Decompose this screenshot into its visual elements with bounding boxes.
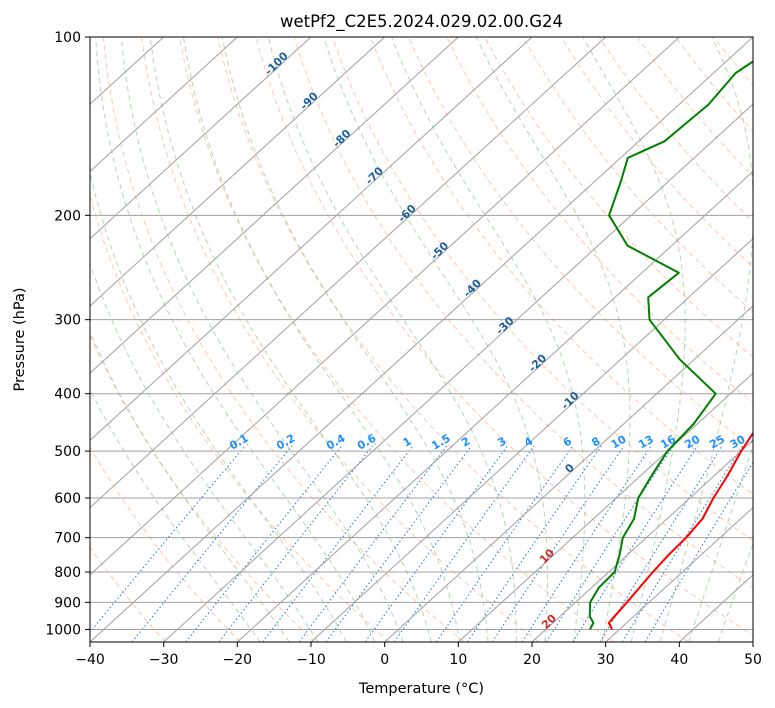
mixing-ratio-line (572, 445, 699, 642)
mixing-ratio-line (185, 445, 343, 642)
skewed-isotherms (90, 37, 753, 642)
isotherm-line (90, 37, 238, 173)
isotherm-line (90, 37, 680, 576)
x-tick-label: 50 (744, 652, 762, 668)
dry-adiabat (446, 37, 753, 404)
moist-adiabat (183, 37, 461, 642)
x-tick-label: −30 (149, 652, 179, 668)
dry-adiabat (90, 446, 241, 642)
dry-adiabat (369, 37, 753, 495)
x-tick-label: 20 (523, 652, 541, 668)
mixing-ratio-line (364, 445, 508, 642)
isotherm-line (236, 170, 753, 642)
dry-adiabat (255, 37, 753, 637)
moist-adiabat (90, 170, 347, 642)
y-tick-label: 800 (54, 565, 81, 581)
mixing-ratio-line (467, 445, 602, 642)
isotherm-line (90, 37, 386, 307)
isotherm-line (605, 506, 753, 642)
dry-adiabat (141, 37, 540, 642)
chart-title: wetPf2_C2E5.2024.029.02.00.G24 (280, 12, 563, 32)
mixing-ratio-line (491, 445, 625, 642)
mixing-ratio-line (644, 461, 753, 642)
x-tick-label: −40 (75, 652, 105, 668)
dewpoint-profile (588, 60, 753, 630)
dry-adiabat (331, 37, 753, 542)
x-axis-ticks: −40 −30 −20 −10 0 10 20 30 40 50 (75, 642, 762, 668)
isotherm-line (384, 305, 753, 642)
moist-adiabat (90, 388, 261, 642)
mixing-ratio-line (298, 445, 448, 642)
moist-adiabat (95, 37, 376, 642)
y-tick-label: 700 (54, 531, 81, 547)
isotherm-line (752, 641, 753, 642)
mixing-ratio-line (521, 445, 652, 642)
y-tick-label: 100 (54, 30, 81, 46)
x-tick-label: 30 (597, 652, 615, 668)
x-tick-label: −20 (223, 652, 253, 668)
isotherm-line (90, 37, 607, 509)
x-tick-label: 10 (449, 652, 467, 668)
temperature-profile (607, 431, 753, 630)
mixing-ratio-line (262, 445, 414, 642)
moist-adiabat (323, 37, 548, 642)
mixing-ratio-line (218, 445, 373, 642)
moist-adiabat (475, 37, 631, 642)
moist-adiabat (149, 37, 432, 642)
mixing-ratio-line (435, 445, 574, 642)
mixing-ratio-line (545, 445, 674, 642)
moist-adiabat (391, 37, 586, 642)
isotherm-line (90, 37, 312, 240)
y-tick-label: 500 (54, 444, 81, 460)
y-tick-label: 200 (54, 208, 81, 224)
background-lines (90, 37, 753, 642)
x-tick-label: 40 (670, 652, 688, 668)
dry-adiabat (90, 546, 166, 642)
y-tick-label: 400 (54, 387, 81, 403)
moist-adiabat (688, 443, 753, 642)
x-tick-label: 0 (380, 652, 389, 668)
mixing-ratio-line (621, 445, 744, 642)
dry-adiabat (408, 37, 753, 449)
isotherm-line (457, 372, 753, 642)
moist-adiabat (90, 330, 290, 642)
isotherm-line (310, 237, 753, 642)
isotherm-line (90, 37, 459, 374)
isotherm-line (90, 37, 753, 642)
plot-frame (89, 36, 754, 643)
dry-adiabat (102, 37, 465, 642)
y-axis-label: Pressure (hPa) (12, 287, 28, 391)
x-tick-label: −10 (296, 652, 326, 668)
profile-series (588, 60, 753, 630)
mixing-ratio-label: 36 (748, 432, 768, 451)
x-axis-label: Temperature (°C) (358, 681, 484, 697)
y-tick-label: 300 (54, 313, 81, 329)
isotherm-line (163, 103, 753, 642)
mixing-ratio-line (90, 445, 246, 633)
moist-adiabat (120, 37, 404, 642)
y-tick-label: 600 (54, 491, 81, 507)
moist-adiabat (267, 37, 517, 642)
y-tick-label: 1000 (45, 622, 81, 638)
y-tick-label: 900 (54, 595, 81, 611)
grid-lines (90, 37, 753, 630)
dry-adiabat-label: 30 (555, 664, 575, 684)
moist-adiabat (659, 37, 753, 642)
isotherm-line (531, 439, 753, 642)
isotherm-line (90, 37, 533, 442)
y-axis-ticks: 100 200 300 400 500 600 700 800 900 1000 (45, 30, 90, 638)
moist-adiabat (90, 262, 319, 642)
dry-adiabat (751, 37, 753, 40)
